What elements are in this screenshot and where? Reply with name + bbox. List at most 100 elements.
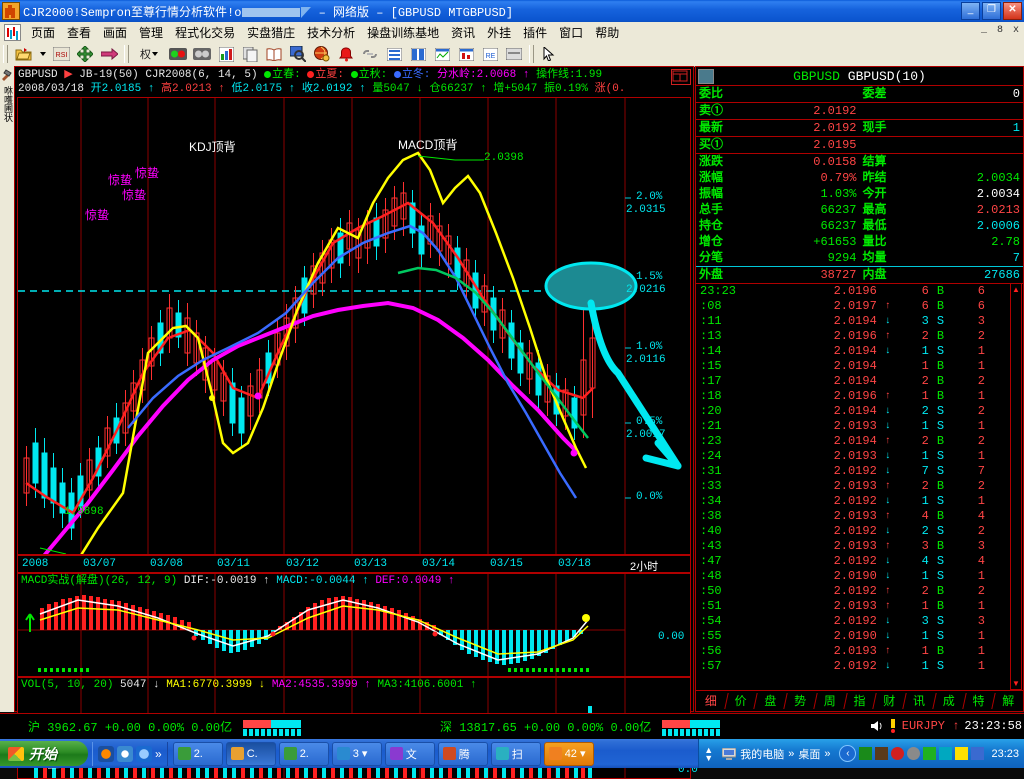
desk-chevron-2-icon[interactable]: »: [824, 747, 831, 760]
quote-panel[interactable]: GBPUSD GBPUSD(10) 委比 委差 0 卖① 2.0192 最新 2.019…: [695, 66, 1024, 712]
list-icon[interactable]: [383, 43, 405, 65]
rename-icon[interactable]: RE: [479, 43, 501, 65]
tick-row[interactable]: :562.0193↑1B10: [696, 644, 1023, 659]
quote-tab-5[interactable]: 指: [845, 691, 875, 711]
taskbar-task-6[interactable]: 扫: [490, 741, 541, 766]
traffic-light-icon[interactable]: [167, 43, 189, 65]
tick-row[interactable]: 23:232.01966B60: [696, 284, 1023, 299]
quote-tab-8[interactable]: 成: [934, 691, 964, 711]
tick-row[interactable]: :142.0194↓1S10: [696, 344, 1023, 359]
menu-item-1[interactable]: 查看: [67, 25, 92, 40]
tray-icon-1[interactable]: [859, 747, 873, 760]
quote-tab-1[interactable]: 价: [726, 691, 756, 711]
tick-row[interactable]: :382.0193↑4B40: [696, 509, 1023, 524]
taskbar-task-dropdown-icon[interactable]: ▾: [361, 748, 368, 760]
binocular-icon[interactable]: [191, 43, 213, 65]
book-icon[interactable]: [263, 43, 285, 65]
tick-row[interactable]: :472.0192↓4S40: [696, 554, 1023, 569]
tick-row[interactable]: :552.0190↓1S10: [696, 629, 1023, 644]
columns-icon[interactable]: [407, 43, 429, 65]
close-button[interactable]: ✕: [1003, 2, 1022, 20]
menu-item-10[interactable]: 插件: [523, 25, 548, 40]
card-icon[interactable]: [503, 43, 525, 65]
quote-tab-9[interactable]: 特: [964, 691, 994, 711]
taskbar-clock[interactable]: 23:23: [991, 747, 1019, 760]
menu-item-6[interactable]: 技术分析: [307, 25, 356, 40]
tick-row[interactable]: :542.0192↓3S30: [696, 614, 1023, 629]
chart-window[interactable]: GBPUSD ▶ JB-19(50) CJR2008(6, 14, 5) 立春:…: [14, 66, 698, 779]
taskbar-task-3[interactable]: 3 ▾: [331, 741, 382, 766]
menu-item-4[interactable]: 程式化交易: [175, 25, 236, 40]
toolbar-grip-2[interactable]: [124, 45, 129, 63]
index-sz[interactable]: 深 13817.65 +0.00 0.00% 0.00亿: [440, 718, 721, 736]
taskbar-task-2[interactable]: 2.: [278, 741, 329, 766]
restore-button[interactable]: ❐: [982, 2, 1001, 20]
quote-tab-4[interactable]: 周: [815, 691, 845, 711]
tick-row[interactable]: :132.0196↑2B20: [696, 329, 1023, 344]
quote-tab-6[interactable]: 财: [874, 691, 904, 711]
quote-tab-0[interactable]: 细: [704, 694, 717, 708]
taskbar-task-dropdown-icon[interactable]: ▾: [579, 748, 586, 760]
tick-row[interactable]: :512.0193↑1B10: [696, 599, 1023, 614]
rsi-icon[interactable]: RSI: [50, 43, 72, 65]
messenger-icon[interactable]: [117, 745, 133, 762]
tray-icon-4[interactable]: [907, 747, 921, 760]
tick-row[interactable]: :182.0196↑1B10: [696, 389, 1023, 404]
chart-window-icon[interactable]: [431, 43, 453, 65]
scroll-up-button[interactable]: ▲: [1012, 285, 1020, 294]
tick-row[interactable]: :212.0193↓1S10: [696, 419, 1023, 434]
menu-item-3[interactable]: 管理: [139, 25, 164, 40]
taskbar-task-5[interactable]: 腾: [437, 741, 488, 766]
move-cross-icon[interactable]: [74, 43, 96, 65]
dropdown-arrow-icon[interactable]: [36, 43, 48, 65]
taskbar-task-4[interactable]: 文: [384, 741, 435, 766]
scroll-down-button[interactable]: ▼: [1012, 679, 1020, 688]
tick-row[interactable]: :172.01942B20: [696, 374, 1023, 389]
quote-tabs[interactable]: 细价盘势周指财讯成特解: [696, 690, 1023, 711]
quan-button[interactable]: 权: [133, 43, 165, 65]
report-icon[interactable]: [215, 43, 237, 65]
tray-icon-5[interactable]: [923, 747, 937, 760]
menu-item-5[interactable]: 实盘猎庄: [247, 25, 296, 40]
bell-icon[interactable]: [335, 43, 357, 65]
tick-row[interactable]: :152.01941B10: [696, 359, 1023, 374]
toolbar-grip[interactable]: [3, 45, 8, 63]
globe-key-icon[interactable]: [311, 43, 333, 65]
alert-icon[interactable]: [889, 719, 897, 733]
mdi-window-controls[interactable]: _ 8 x: [980, 25, 1021, 36]
menu-item-0[interactable]: 页面: [31, 25, 56, 40]
tray-icon-7[interactable]: [955, 747, 969, 760]
quote-tab-3[interactable]: 势: [785, 691, 815, 711]
tick-row[interactable]: :502.0192↑2B20: [696, 584, 1023, 599]
desktop-toolbar[interactable]: 我的电脑 » 桌面 »: [716, 746, 836, 762]
tray-collapse-icon[interactable]: ‹: [839, 745, 857, 762]
zoom-search-icon[interactable]: [287, 43, 309, 65]
tray-icon-2[interactable]: [875, 747, 889, 760]
menu-item-8[interactable]: 资讯: [451, 25, 476, 40]
tick-table[interactable]: 23:232.01966B60:082.0197↑6B60:112.0194↓3…: [696, 284, 1023, 674]
menu-item-12[interactable]: 帮助: [595, 25, 620, 40]
hammer-icon[interactable]: [0, 68, 13, 84]
tray-icon-3[interactable]: [891, 747, 905, 760]
tick-row[interactable]: :432.0193↑3B30: [696, 539, 1023, 554]
chart-restore-icon[interactable]: [671, 69, 691, 85]
tick-row[interactable]: :342.0192↓1S10: [696, 494, 1023, 509]
period-label[interactable]: 2小时: [630, 561, 659, 573]
tick-row[interactable]: :482.0190↓1S10: [696, 569, 1023, 584]
copy-icon[interactable]: [239, 43, 261, 65]
macd-panel[interactable]: MACD实战(解盘)(26, 12, 9) DIF:-0.0019 ↑ MACD…: [17, 573, 691, 677]
tick-row[interactable]: :312.0192↓7S70: [696, 464, 1023, 479]
menu-item-11[interactable]: 窗口: [559, 25, 584, 40]
pointer-icon[interactable]: [538, 43, 560, 65]
tray-scroll-icon[interactable]: ▲ ▼: [704, 744, 714, 763]
toolbar-grip-3[interactable]: [529, 45, 534, 63]
minimize-button[interactable]: _: [961, 2, 980, 20]
taskbar-task-1[interactable]: C.: [225, 741, 276, 766]
desk-chevron-1-icon[interactable]: »: [788, 747, 795, 760]
tray-icon-8[interactable]: [971, 747, 985, 760]
taskbar-task-7[interactable]: 42 ▾: [543, 741, 594, 766]
link-icon[interactable]: [359, 43, 381, 65]
menu-item-9[interactable]: 外挂: [487, 25, 512, 40]
media-player-icon[interactable]: [98, 745, 114, 762]
desk-item-1[interactable]: 桌面: [798, 748, 821, 761]
